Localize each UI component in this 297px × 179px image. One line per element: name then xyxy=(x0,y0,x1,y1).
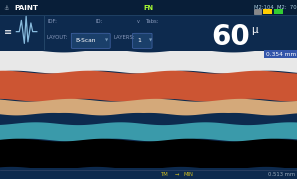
Text: 60: 60 xyxy=(211,23,249,51)
Text: IDF:: IDF: xyxy=(48,19,57,24)
Text: MIN: MIN xyxy=(184,172,194,177)
Text: TM: TM xyxy=(161,172,169,177)
Bar xyxy=(263,9,272,14)
Text: LAYOUT:: LAYOUT: xyxy=(47,35,68,40)
Text: v: v xyxy=(137,19,140,24)
Text: 0.354 mm: 0.354 mm xyxy=(266,52,296,57)
Text: PAINT: PAINT xyxy=(14,5,38,11)
Text: ⚓: ⚓ xyxy=(4,6,9,11)
Bar xyxy=(44,16,45,50)
Text: 1: 1 xyxy=(137,38,141,43)
Bar xyxy=(0,0,297,15)
Text: ≡: ≡ xyxy=(4,27,12,37)
Text: ▼: ▼ xyxy=(105,38,108,42)
Text: ▼: ▼ xyxy=(148,38,152,42)
Text: →: → xyxy=(175,172,179,177)
Text: ID:: ID: xyxy=(95,19,102,24)
Bar xyxy=(274,9,283,14)
FancyBboxPatch shape xyxy=(132,33,152,48)
FancyBboxPatch shape xyxy=(71,33,110,48)
Text: B-Scan: B-Scan xyxy=(75,38,96,43)
Text: LAYERS:: LAYERS: xyxy=(113,35,135,40)
Text: Tabs:: Tabs: xyxy=(146,19,159,24)
Text: μ: μ xyxy=(251,25,257,35)
Text: M2:104  M2:  70Hz: M2:104 M2: 70Hz xyxy=(254,5,297,10)
Bar xyxy=(254,9,261,14)
Text: 0.513 mm: 0.513 mm xyxy=(268,172,296,177)
Text: FN: FN xyxy=(143,5,154,11)
